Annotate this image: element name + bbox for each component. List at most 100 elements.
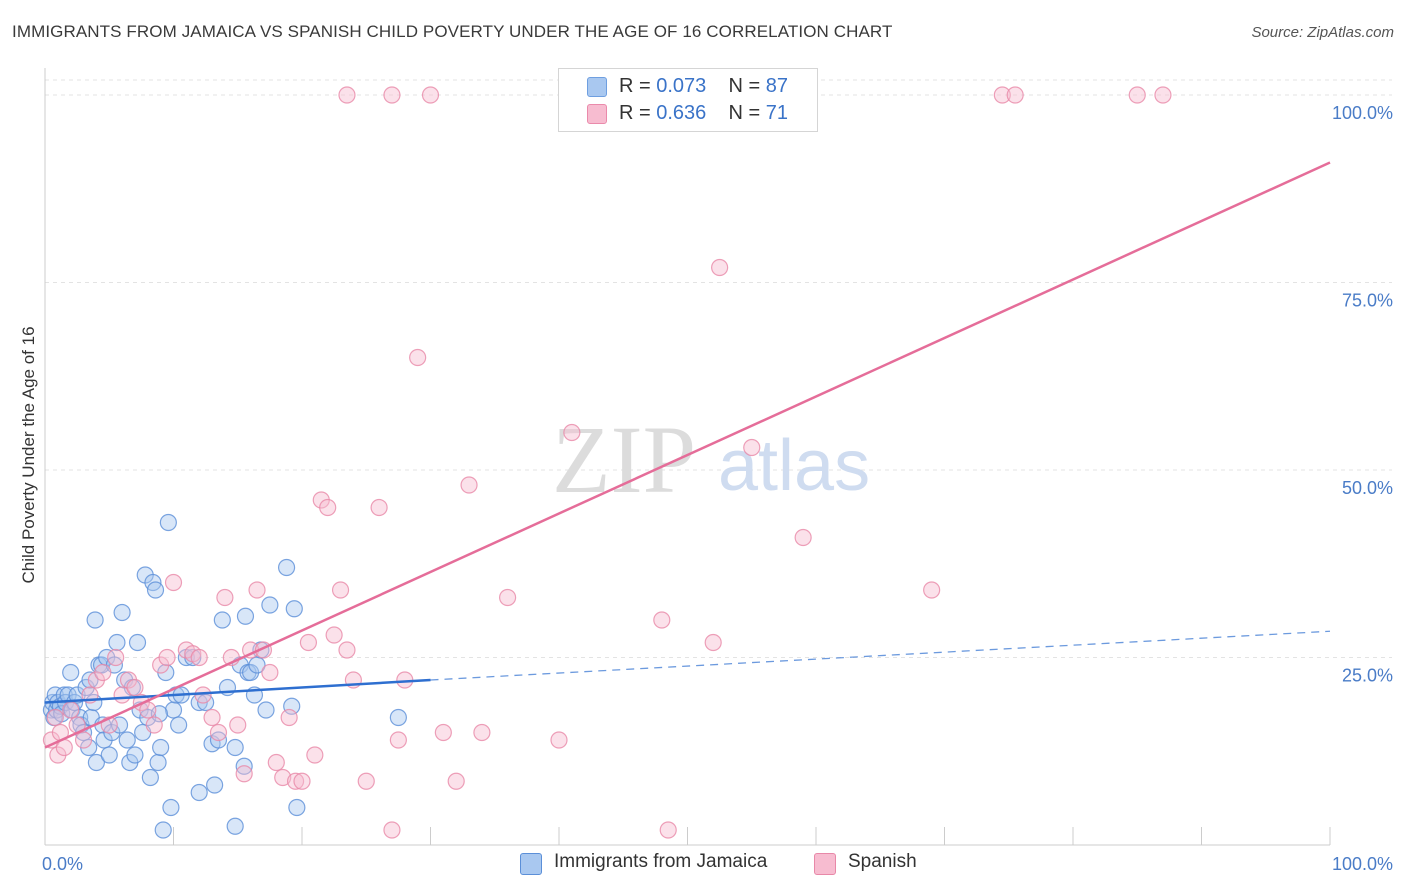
- point-spanish: [563, 423, 581, 442]
- grid-lines: [45, 79, 1392, 658]
- point-spanish: [331, 581, 350, 599]
- point-jamaica: [113, 603, 131, 622]
- legend-n-value: 71: [765, 102, 789, 124]
- tick-labels: 25.0% 50.0% 75.0% 100.0% 0.0% 100.0%: [42, 103, 1393, 874]
- point-spanish: [1006, 86, 1024, 104]
- point-spanish: [383, 86, 401, 104]
- point-jamaica: [261, 596, 279, 614]
- y-tick-label: 75.0%: [1342, 291, 1393, 311]
- point-spanish: [499, 588, 517, 607]
- point-jamaica: [141, 768, 159, 787]
- point-spanish: [357, 772, 375, 790]
- point-spanish: [46, 708, 64, 727]
- point-spanish: [286, 772, 305, 790]
- point-spanish: [164, 573, 183, 592]
- point-jamaica: [226, 738, 244, 757]
- point-spanish: [280, 708, 298, 727]
- point-jamaica: [257, 701, 275, 719]
- point-spanish: [293, 772, 311, 790]
- legend-r-value: 0.636: [656, 102, 707, 124]
- point-spanish: [203, 708, 221, 727]
- point-jamaica: [62, 663, 80, 682]
- point-spanish: [319, 498, 337, 517]
- point-spanish: [235, 765, 253, 783]
- trend-line-jamaica-extension: [430, 630, 1331, 681]
- correlation-legend: R = 0.073 N = 87 R = 0.636 N = 71: [558, 68, 818, 132]
- point-jamaica: [389, 708, 407, 727]
- point-jamaica: [81, 671, 99, 689]
- point-spanish: [993, 86, 1011, 104]
- watermark-zip: ZIP: [552, 406, 696, 513]
- point-spanish: [923, 581, 941, 599]
- legend-n-value: 87: [765, 75, 789, 97]
- point-spanish: [107, 648, 125, 667]
- point-spanish: [473, 723, 491, 742]
- point-spanish: [409, 348, 427, 367]
- point-spanish: [370, 498, 388, 517]
- legend-r-label: R =: [619, 102, 651, 124]
- data-points: [42, 86, 1172, 839]
- trend-line-jamaica: [44, 678, 431, 704]
- point-spanish: [299, 633, 318, 652]
- bottom-legend-label-jamaica: Immigrants from Jamaica: [554, 851, 768, 872]
- watermark: ZIP atlas: [552, 406, 870, 513]
- legend-swatch-spanish: [587, 104, 607, 124]
- x-tick-label: 0.0%: [42, 854, 83, 874]
- point-jamaica: [190, 783, 208, 802]
- point-spanish: [274, 768, 292, 787]
- point-spanish: [383, 821, 401, 839]
- y-axis-label: Child Poverty Under the Age of 16: [19, 326, 38, 583]
- point-spanish: [74, 731, 93, 749]
- point-spanish: [261, 663, 279, 682]
- point-spanish: [209, 723, 228, 742]
- point-spanish: [704, 633, 722, 652]
- point-spanish: [659, 821, 677, 839]
- trend-line-spanish: [44, 161, 1331, 749]
- point-jamaica: [277, 558, 296, 577]
- point-jamaica: [283, 697, 301, 715]
- source-label: Source: ZipAtlas.com: [1251, 24, 1394, 41]
- point-spanish: [248, 581, 266, 599]
- point-jamaica: [164, 701, 183, 719]
- point-jamaica: [100, 746, 118, 764]
- legend-n-label: N =: [728, 102, 761, 124]
- point-jamaica: [126, 746, 144, 764]
- point-spanish: [550, 731, 568, 749]
- y-tick-label: 50.0%: [1342, 478, 1393, 498]
- bottom-legend-label-spanish: Spanish: [848, 851, 917, 872]
- point-jamaica: [226, 817, 244, 835]
- legend-text-jamaica: R = 0.073 N = 87: [619, 75, 788, 98]
- point-spanish: [229, 716, 247, 734]
- point-spanish: [743, 438, 761, 457]
- point-jamaica: [149, 753, 167, 772]
- point-spanish: [1128, 86, 1146, 104]
- trend-lines: [44, 161, 1331, 749]
- point-jamaica: [170, 716, 188, 734]
- point-spanish: [447, 772, 465, 790]
- point-jamaica: [213, 611, 231, 629]
- point-jamaica: [146, 581, 165, 599]
- point-jamaica: [288, 798, 306, 817]
- point-jamaica: [128, 633, 147, 652]
- bottom-legend-swatch-jamaica: [520, 853, 542, 875]
- y-tick-label: 25.0%: [1342, 666, 1393, 686]
- legend-swatch-jamaica: [587, 77, 607, 97]
- point-spanish: [216, 588, 234, 607]
- point-spanish: [434, 723, 452, 742]
- bottom-legend-swatch-spanish: [814, 853, 836, 875]
- point-spanish: [338, 86, 356, 104]
- point-spanish: [711, 258, 729, 277]
- point-spanish: [653, 611, 671, 629]
- point-jamaica: [285, 600, 303, 618]
- point-spanish: [421, 86, 440, 104]
- x-tick-label: 100.0%: [1332, 854, 1393, 874]
- watermark-atlas: atlas: [718, 426, 870, 506]
- legend-r-label: R =: [619, 75, 651, 97]
- point-spanish: [338, 641, 356, 659]
- point-jamaica: [87, 753, 106, 772]
- point-jamaica: [162, 798, 180, 817]
- point-spanish: [62, 701, 80, 719]
- point-jamaica: [154, 821, 172, 839]
- point-spanish: [460, 476, 478, 494]
- point-jamaica: [86, 611, 104, 629]
